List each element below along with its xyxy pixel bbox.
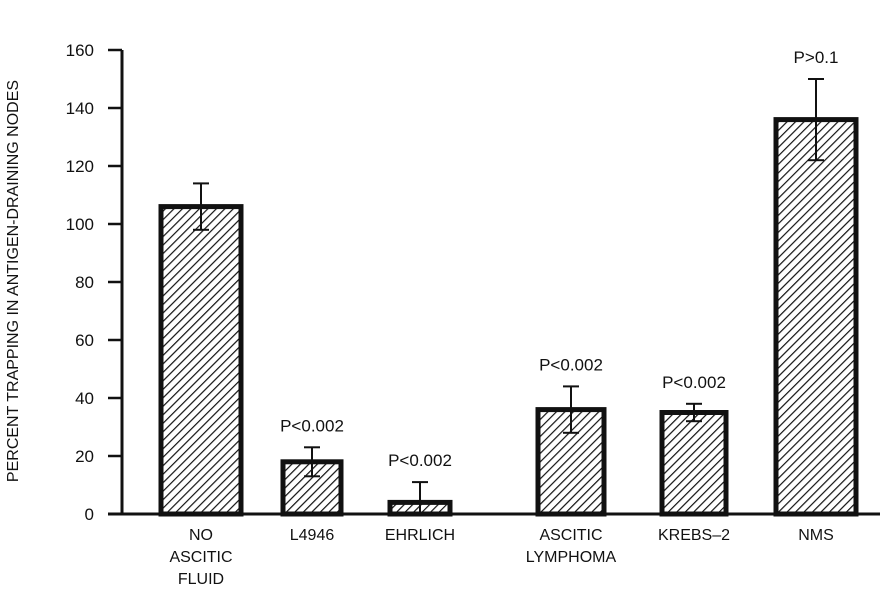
category-label: LYMPHOMA bbox=[526, 549, 617, 566]
y-tick-label: 160 bbox=[66, 41, 94, 60]
bars bbox=[158, 78, 859, 517]
category-label: FLUID bbox=[178, 571, 224, 588]
p-value-annotation: P<0.002 bbox=[388, 451, 452, 470]
bar bbox=[659, 410, 729, 517]
bar bbox=[158, 204, 244, 517]
category-label: ASCITIC bbox=[169, 549, 232, 566]
y-tick-label: 40 bbox=[75, 389, 94, 408]
y-tick-label: 20 bbox=[75, 447, 94, 466]
p-value-annotation: P<0.002 bbox=[662, 373, 726, 392]
y-tick-label: 120 bbox=[66, 157, 94, 176]
category-label: NMS bbox=[798, 527, 834, 544]
y-axis-title: PERCENT TRAPPING IN ANTIGEN-DRAINING NOD… bbox=[5, 80, 22, 482]
category-label: NO bbox=[189, 527, 213, 544]
p-value-annotation: P>0.1 bbox=[794, 48, 839, 67]
category-label: L4946 bbox=[290, 527, 335, 544]
y-tick-label: 100 bbox=[66, 215, 94, 234]
y-tick-label: 60 bbox=[75, 331, 94, 350]
bar bbox=[773, 117, 859, 517]
p-value-annotation: P<0.002 bbox=[539, 355, 603, 374]
category-label: EHRLICH bbox=[385, 527, 455, 544]
y-tick-label: 140 bbox=[66, 99, 94, 118]
category-label: KREBS–2 bbox=[658, 527, 730, 544]
y-tick-label: 80 bbox=[75, 273, 94, 292]
category-label: ASCITIC bbox=[539, 527, 602, 544]
p-value-annotation: P<0.002 bbox=[280, 416, 344, 435]
labels: NO ASCITIC FLUID P<0.002 L4946 P<0.002 EHRLICH… bbox=[169, 48, 838, 588]
y-tick-label: 0 bbox=[85, 505, 94, 524]
